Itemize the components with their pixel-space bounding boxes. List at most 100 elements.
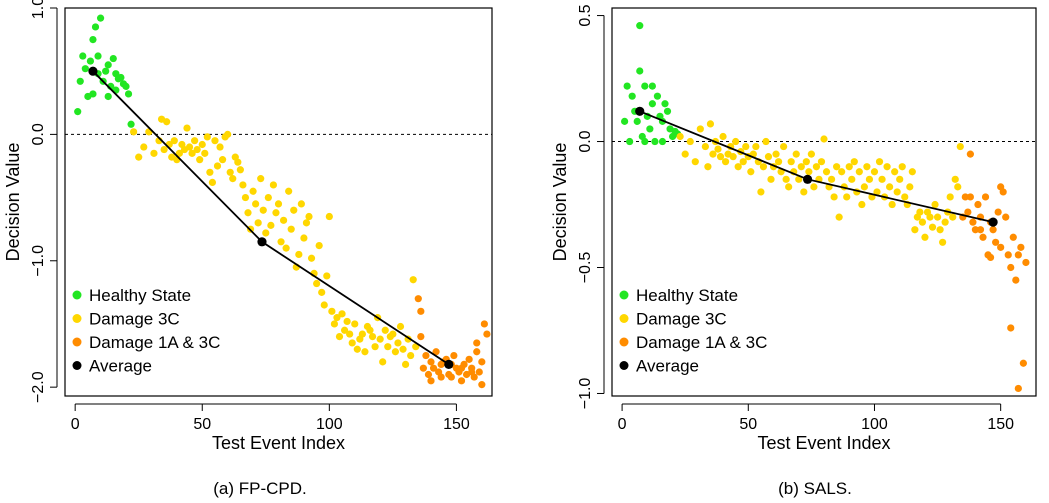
data-point bbox=[976, 226, 985, 234]
legend: Healthy State Damage 3C Damage 1A & 3C Aver… bbox=[72, 286, 220, 376]
data-point bbox=[287, 225, 295, 233]
legend-label: Healthy State bbox=[636, 286, 738, 305]
data-point bbox=[719, 132, 727, 141]
data-point bbox=[368, 332, 377, 341]
data-point bbox=[96, 14, 105, 22]
data-point bbox=[931, 200, 939, 209]
data-point bbox=[974, 200, 982, 209]
data-point bbox=[951, 175, 959, 183]
data-point bbox=[279, 216, 288, 224]
data-point bbox=[898, 163, 906, 171]
average-point bbox=[802, 174, 813, 184]
data-point bbox=[346, 330, 354, 338]
data-point bbox=[381, 326, 389, 334]
data-point bbox=[941, 218, 949, 226]
data-point bbox=[307, 254, 316, 262]
data-point bbox=[691, 158, 699, 166]
data-point bbox=[274, 200, 283, 208]
data-point bbox=[926, 213, 934, 221]
data-point bbox=[621, 117, 629, 125]
data-point bbox=[211, 137, 219, 145]
data-point bbox=[244, 209, 252, 217]
data-point bbox=[277, 238, 285, 246]
data-point bbox=[457, 364, 466, 372]
data-point bbox=[376, 335, 384, 343]
legend-marker bbox=[619, 314, 629, 323]
data-point bbox=[160, 145, 168, 154]
data-point bbox=[358, 330, 366, 338]
data-point bbox=[623, 82, 631, 90]
data-point bbox=[302, 219, 311, 227]
figure-caption: (a) FP-CPD. bbox=[213, 479, 307, 498]
data-point bbox=[305, 212, 313, 221]
data-point bbox=[333, 314, 341, 322]
data-point bbox=[651, 137, 659, 146]
x-tick-label: 150 bbox=[443, 416, 470, 433]
average-point bbox=[88, 66, 98, 76]
data-point bbox=[254, 219, 262, 227]
data-point bbox=[714, 145, 722, 153]
y-tick-label: −0.5 bbox=[577, 252, 594, 284]
data-point bbox=[661, 100, 669, 108]
data-point bbox=[782, 175, 790, 183]
data-point bbox=[427, 377, 435, 385]
legend-marker bbox=[619, 337, 629, 347]
x-tick-label: 0 bbox=[71, 416, 80, 433]
legend-label: Damage 3C bbox=[636, 310, 727, 329]
data-point bbox=[315, 242, 323, 250]
data-point bbox=[226, 168, 234, 176]
data-point bbox=[249, 187, 257, 195]
chart-panel-a: 0 50 100 150 1.0 0.0 −1.0 −2.0 Test Event Index… bbox=[3, 0, 493, 498]
x-tick-label: 100 bbox=[316, 416, 343, 433]
data-point bbox=[658, 137, 667, 146]
data-point bbox=[961, 193, 969, 201]
data-point bbox=[419, 364, 427, 372]
data-point bbox=[704, 163, 712, 171]
data-point bbox=[795, 175, 803, 183]
data-point bbox=[916, 208, 924, 216]
x-axis-label: Test Event Index bbox=[757, 433, 890, 453]
data-point bbox=[716, 153, 725, 161]
data-point bbox=[956, 142, 964, 151]
data-point bbox=[473, 348, 481, 356]
data-point bbox=[191, 137, 199, 145]
data-point bbox=[966, 193, 974, 201]
data-point bbox=[997, 183, 1005, 191]
data-point bbox=[762, 137, 770, 146]
legend-label: Damage 1A & 3C bbox=[636, 333, 767, 352]
legend: Healthy State Damage 3C Damage 1A & 3C Aver… bbox=[619, 286, 767, 376]
data-point bbox=[272, 209, 280, 217]
data-point bbox=[908, 168, 916, 176]
x-tick-label: 150 bbox=[987, 416, 1014, 433]
data-point bbox=[379, 358, 387, 366]
data-point bbox=[285, 187, 293, 195]
data-point bbox=[112, 70, 120, 78]
data-point bbox=[89, 90, 97, 98]
legend-label: Damage 1A & 3C bbox=[89, 333, 220, 352]
data-point bbox=[465, 355, 473, 363]
data-point bbox=[865, 175, 874, 183]
data-point bbox=[802, 158, 810, 166]
data-point bbox=[102, 67, 110, 75]
data-point bbox=[883, 163, 891, 171]
data-point bbox=[964, 208, 972, 216]
data-point bbox=[338, 310, 346, 318]
data-point bbox=[792, 150, 800, 158]
data-point bbox=[124, 90, 133, 98]
data-point bbox=[992, 238, 1000, 246]
data-point bbox=[122, 82, 130, 90]
data-point bbox=[1017, 243, 1025, 251]
data-point bbox=[709, 150, 717, 158]
data-point bbox=[127, 120, 135, 128]
x-axis-label: Test Event Index bbox=[212, 433, 345, 453]
y-tick-label: 0.5 bbox=[577, 4, 594, 26]
data-point bbox=[860, 183, 868, 191]
data-point bbox=[371, 343, 379, 351]
data-point bbox=[845, 163, 853, 171]
legend-marker bbox=[619, 290, 629, 300]
data-point bbox=[1014, 251, 1022, 259]
data-point bbox=[800, 188, 808, 196]
data-point bbox=[480, 320, 488, 328]
data-point bbox=[361, 348, 369, 356]
